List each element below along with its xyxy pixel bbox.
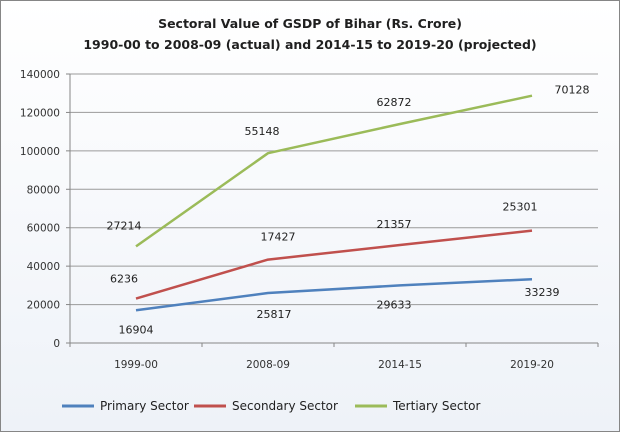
y-tick-label: 140000 <box>20 69 60 81</box>
data-label: 62872 <box>377 96 412 109</box>
y-tick-label: 60000 <box>27 223 60 235</box>
data-label: 25301 <box>503 201 538 214</box>
legend: Primary Sector Secondary Sector Tertiary S… <box>62 399 480 413</box>
y-tick-label: 0 <box>53 338 60 350</box>
data-label: 21357 <box>377 218 412 231</box>
legend-label: Secondary Sector <box>232 399 338 413</box>
chart-title: Sectoral Value of GSDP of Bihar (Rs. Cro… <box>158 16 462 31</box>
x-tick-label: 2019-20 <box>510 359 554 371</box>
series-line-tertiary-sector <box>135 94 533 248</box>
y-tick-label: 20000 <box>27 300 60 312</box>
data-label: 55148 <box>245 125 280 138</box>
data-label: 6236 <box>110 273 138 286</box>
y-tick-label: 40000 <box>27 261 60 273</box>
plot-area: 0 20000 40000 60000 80000 100000 120000 140000 1… <box>20 69 599 371</box>
legend-label: Tertiary Sector <box>392 399 480 413</box>
data-label: 27214 <box>107 219 142 232</box>
x-tick-label: 2008-09 <box>246 359 290 371</box>
data-label: 33239 <box>525 286 560 299</box>
data-label: 17427 <box>261 231 296 244</box>
series-line-secondary-sector <box>135 229 533 300</box>
chart-subtitle: 1990-00 to 2008-09 (actual) and 2014-15 … <box>83 37 536 52</box>
x-tick-label: 2014-15 <box>378 359 422 371</box>
data-label: 29633 <box>377 298 412 311</box>
series-line-primary-sector <box>135 277 533 312</box>
legend-label: Primary Sector <box>100 399 189 413</box>
data-label: 25817 <box>257 308 292 321</box>
x-tick-label: 1999-00 <box>114 359 158 371</box>
y-tick-label: 120000 <box>20 107 60 119</box>
y-tick-label: 100000 <box>20 146 60 158</box>
y-tick-label: 80000 <box>27 184 60 196</box>
data-label: 70128 <box>555 84 590 97</box>
data-label: 16904 <box>119 323 154 336</box>
